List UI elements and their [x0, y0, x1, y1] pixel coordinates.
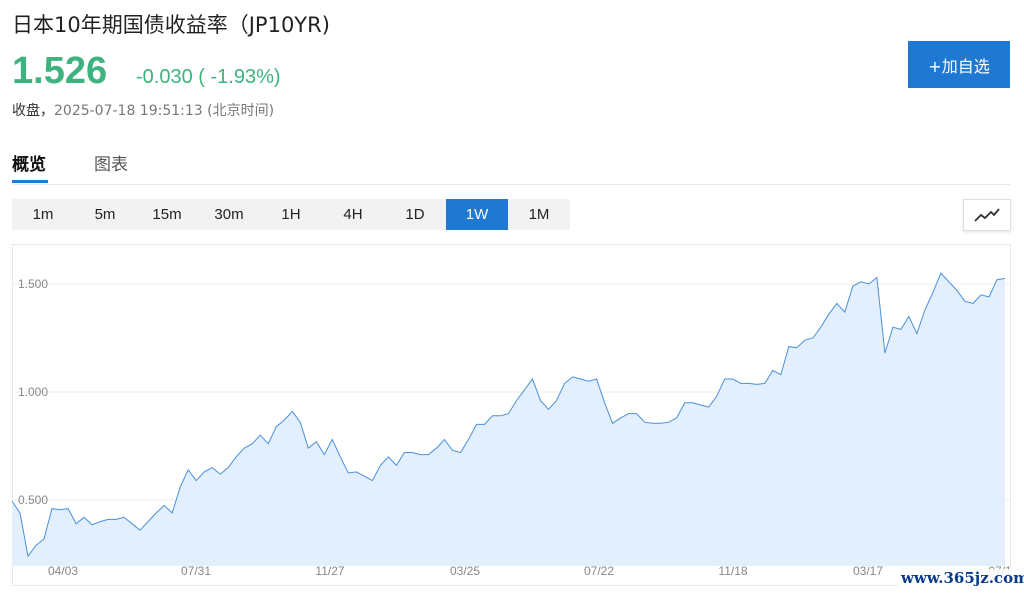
price-change: -0.030 ( -1.93%): [136, 66, 281, 88]
y-tick-label: 1.000: [18, 385, 48, 399]
range-1d[interactable]: 1D: [384, 199, 446, 230]
x-tick-label: 04/03: [48, 564, 78, 578]
current-price: 1.526: [12, 50, 108, 92]
status-label: 收盘，: [12, 103, 54, 119]
range-4h[interactable]: 4H: [322, 199, 384, 230]
x-tick-label: 03/17: [853, 564, 883, 578]
line-chart-icon: [974, 208, 1000, 222]
x-tick-label: 11/27: [315, 564, 344, 578]
x-tick-label: 11/18: [718, 564, 747, 578]
status-line: 收盘，2025-07-18 19:51:13 (北京时间): [12, 100, 274, 120]
price-chart[interactable]: 0.500 1.000 1.500 04/03 07/31 11/27 03/25 07/2…: [12, 244, 1011, 586]
x-tick-label: 07/31: [181, 564, 211, 578]
chart-type-button[interactable]: [963, 199, 1011, 231]
range-30m[interactable]: 30m: [198, 199, 260, 230]
range-5m[interactable]: 5m: [74, 199, 136, 230]
x-tick-label: 07/22: [584, 564, 614, 578]
range-1M[interactable]: 1M: [508, 199, 570, 230]
range-1m[interactable]: 1m: [12, 199, 74, 230]
chart-series-line: [12, 272, 1006, 558]
range-1w[interactable]: 1W: [446, 199, 508, 230]
time-range-selector: 1m 5m 15m 30m 1H 4H 1D 1W 1M: [12, 199, 570, 230]
range-15m[interactable]: 15m: [136, 199, 198, 230]
page-title: 日本10年期国债收益率（JP10YR): [12, 13, 330, 37]
range-1h[interactable]: 1H: [260, 199, 322, 230]
tab-chart[interactable]: 图表: [94, 155, 128, 175]
chart-frame: [12, 244, 1011, 586]
y-tick-label: 0.500: [18, 493, 48, 507]
status-time: 2025-07-18 19:51:13 (北京时间): [54, 103, 275, 119]
tab-bar: 概览 图表: [12, 140, 1010, 185]
active-tab-indicator: [12, 180, 48, 183]
chart-area-fill: [12, 273, 1005, 566]
watermark: www.365jz.com: [898, 569, 1024, 587]
x-tick-label: 03/25: [450, 564, 480, 578]
add-to-watchlist-button[interactable]: +加自选: [908, 41, 1010, 88]
y-tick-label: 1.500: [18, 277, 48, 291]
tab-overview[interactable]: 概览: [12, 155, 46, 175]
